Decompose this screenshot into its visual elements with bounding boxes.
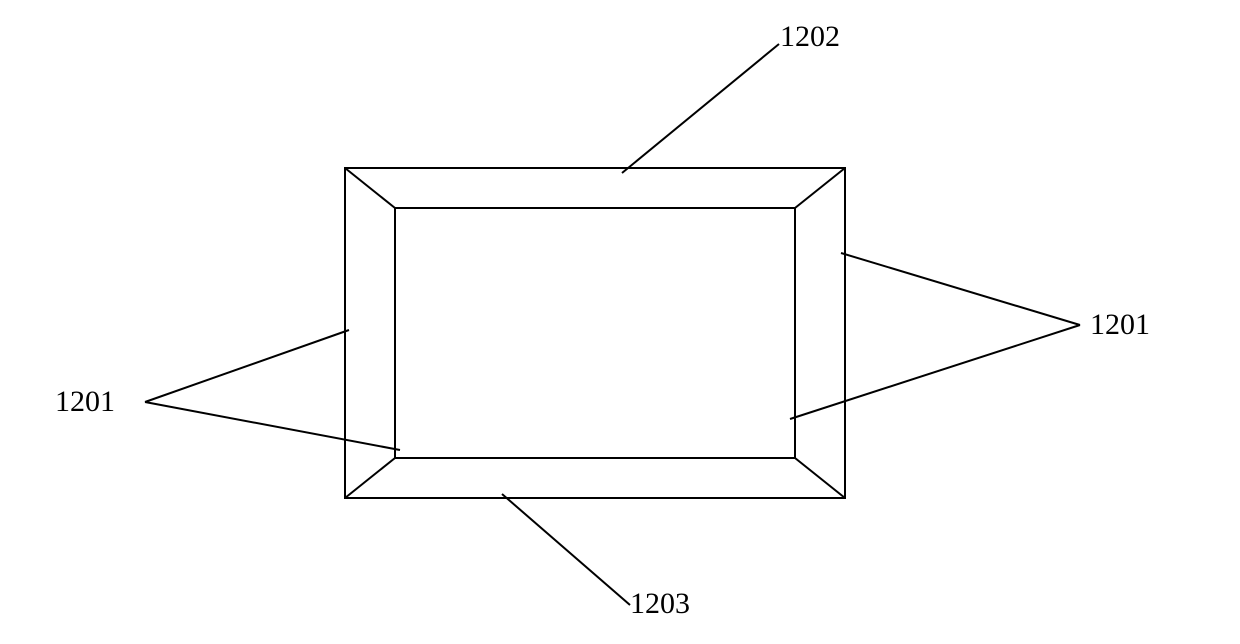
label-1201-right: 1201 — [1090, 308, 1150, 342]
label-1202: 1202 — [780, 20, 840, 54]
diagram-canvas — [0, 0, 1240, 644]
label-1201-left: 1201 — [55, 385, 115, 419]
label-1203: 1203 — [630, 587, 690, 621]
